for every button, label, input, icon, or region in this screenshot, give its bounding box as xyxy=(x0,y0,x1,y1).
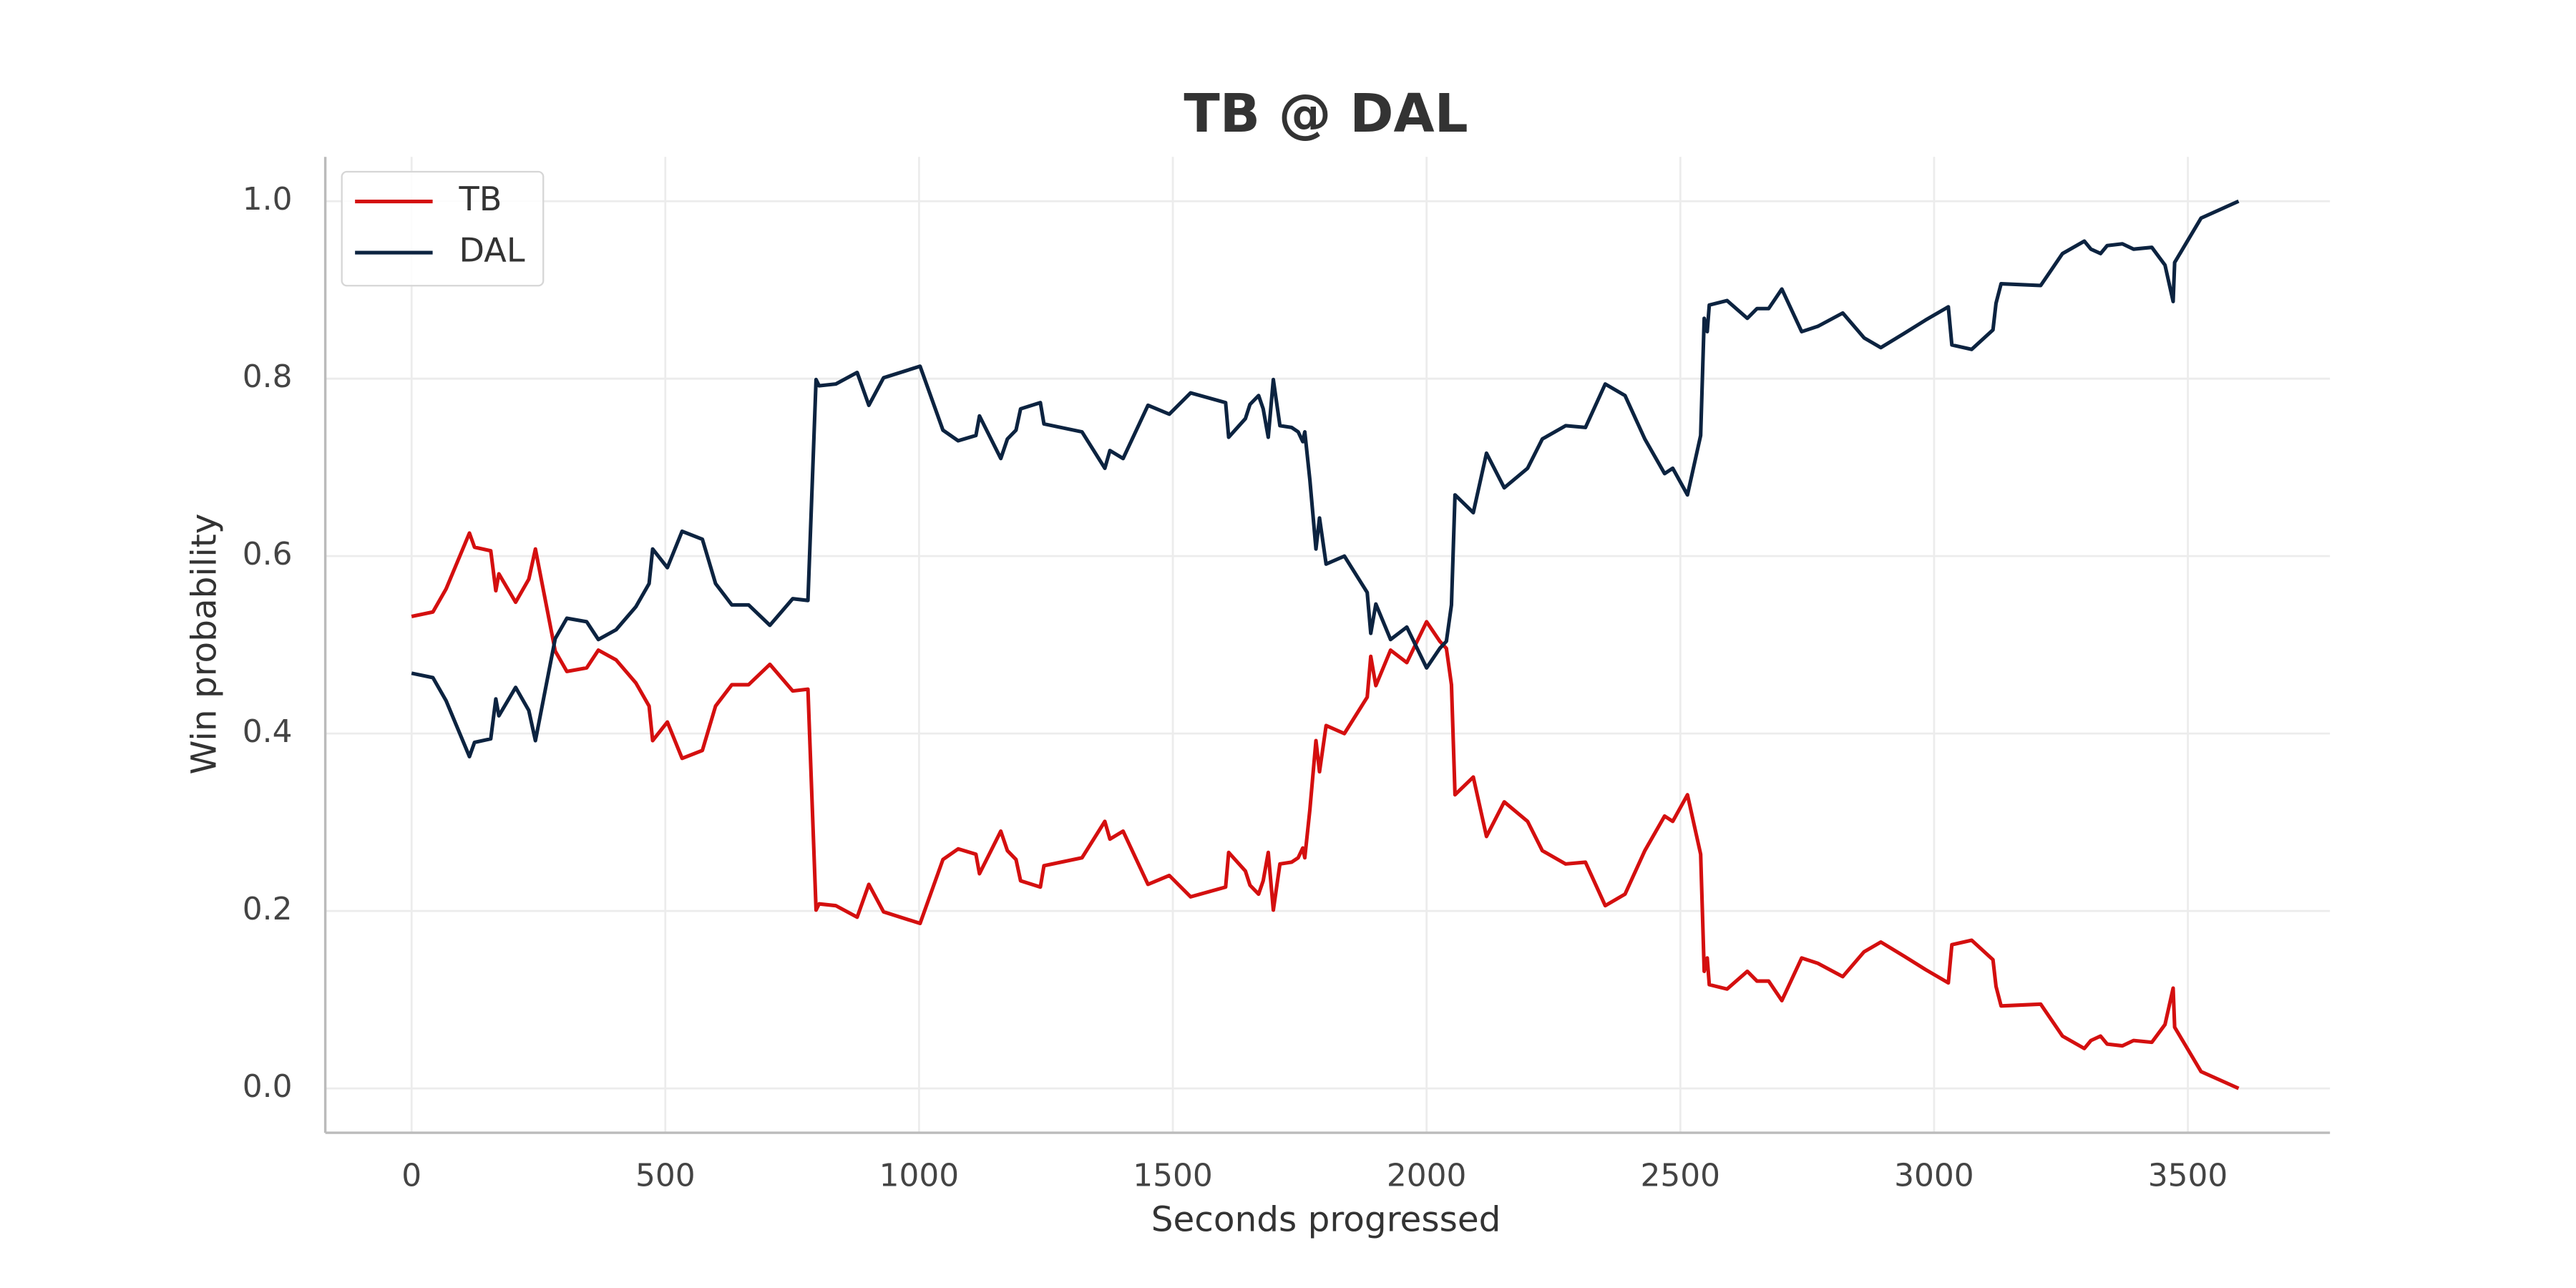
x-tick-label: 1500 xyxy=(1133,1157,1213,1194)
series-line xyxy=(411,531,2240,1091)
x-axis-label: Seconds progressed xyxy=(1151,1200,1501,1240)
x-tick-label: 1000 xyxy=(879,1157,960,1194)
x-tick-label: 2500 xyxy=(1641,1157,1721,1194)
y-tick-label: 0.6 xyxy=(243,536,293,572)
x-tick-label: 2000 xyxy=(1387,1157,1467,1194)
y-tick-label: 0.2 xyxy=(243,891,293,927)
y-axis-label: Win probability xyxy=(184,514,224,775)
series-line xyxy=(411,199,2240,758)
x-tick-label: 0 xyxy=(401,1157,421,1194)
y-tick-label: 0.4 xyxy=(243,713,293,750)
x-tick-label: 3000 xyxy=(1894,1157,1974,1194)
chart-title: TB @ DAL xyxy=(1184,83,1468,145)
y-tick-label: 1.0 xyxy=(243,181,293,218)
y-tick-label: 0.0 xyxy=(243,1068,293,1105)
x-tick-label: 3500 xyxy=(2148,1157,2228,1194)
x-tick-label: 500 xyxy=(635,1157,696,1194)
y-tick-label: 0.8 xyxy=(243,358,293,395)
legend-label: TB xyxy=(459,180,502,218)
legend-label: DAL xyxy=(459,231,525,270)
